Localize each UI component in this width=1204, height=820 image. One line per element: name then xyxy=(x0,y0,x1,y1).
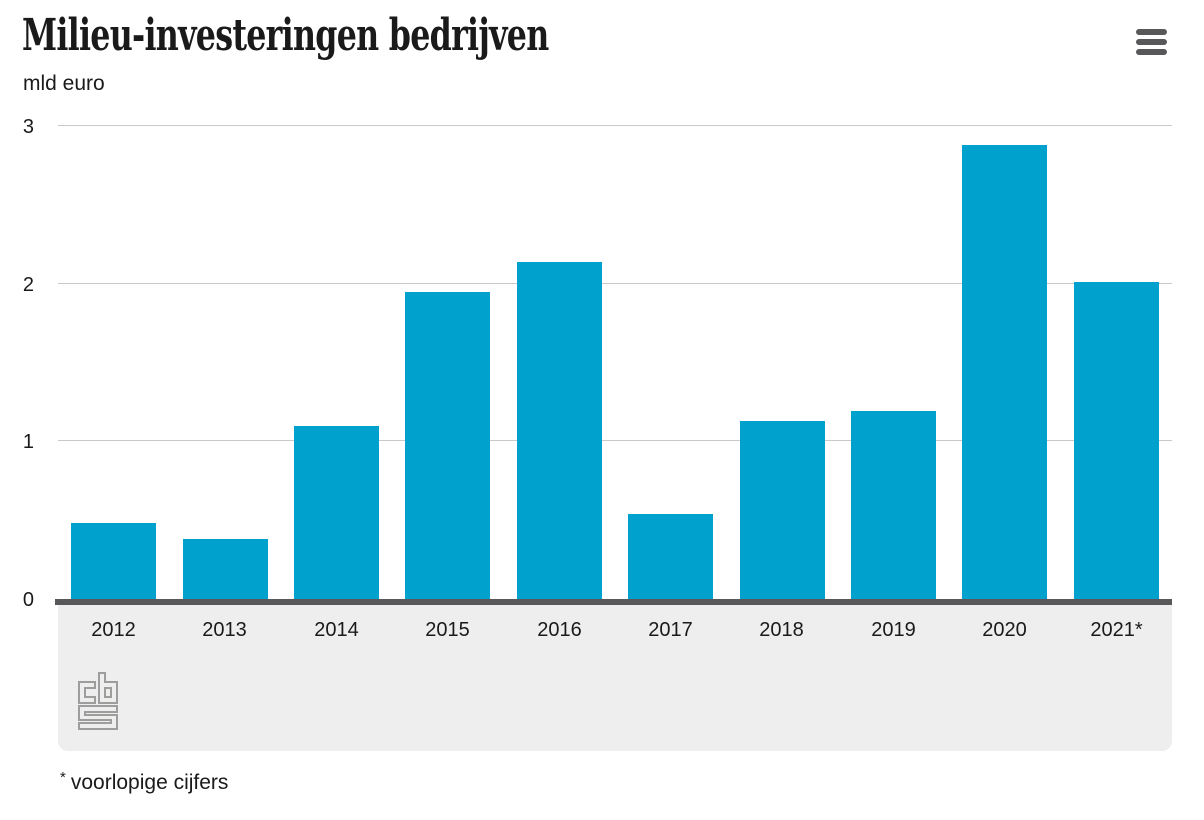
footnote-text: voorlopige cijfers xyxy=(70,771,229,794)
y-tick-label-1: 1 xyxy=(22,431,34,453)
bar-2016[interactable] xyxy=(517,262,602,599)
x-tick-label-2017: 2017 xyxy=(648,619,693,641)
x-tick-label-2019: 2019 xyxy=(871,619,916,641)
bar-2012[interactable] xyxy=(71,523,156,599)
footnote-asterisk: * xyxy=(60,769,66,786)
x-axis-baseline xyxy=(55,599,1172,605)
bar-2018[interactable] xyxy=(740,421,825,599)
cbs-logo xyxy=(78,672,118,730)
y-tick-label-2: 2 xyxy=(22,274,34,296)
bar-2019[interactable] xyxy=(851,411,936,599)
unit-label: mld euro xyxy=(23,72,105,95)
gridline-y-1 xyxy=(58,440,1172,441)
x-tick-label-2021: 2021* xyxy=(1090,619,1143,641)
bar-2020[interactable] xyxy=(962,145,1047,599)
bar-2017[interactable] xyxy=(628,514,713,599)
hamburger-icon[interactable] xyxy=(1136,29,1167,55)
x-tick-label-2013: 2013 xyxy=(202,619,247,641)
y-tick-label-3: 3 xyxy=(22,116,34,138)
x-tick-label-2020: 2020 xyxy=(982,619,1027,641)
bar-2021[interactable] xyxy=(1074,282,1159,599)
hamburger-bar xyxy=(1136,29,1167,35)
gridline-y-3 xyxy=(58,125,1172,126)
hamburger-bar xyxy=(1136,39,1167,45)
page-title: Milieu-investeringen bedrijven xyxy=(22,10,549,61)
x-tick-label-2012: 2012 xyxy=(91,619,136,641)
bar-2015[interactable] xyxy=(405,292,490,599)
x-tick-label-2014: 2014 xyxy=(314,619,359,641)
chart-footer-band xyxy=(58,605,1172,751)
hamburger-bar xyxy=(1136,49,1167,55)
gridline-y-2 xyxy=(58,283,1172,284)
x-tick-label-2018: 2018 xyxy=(759,619,804,641)
y-tick-label-0: 0 xyxy=(22,589,34,611)
x-tick-label-2015: 2015 xyxy=(425,619,470,641)
chart-footnote: * voorlopige cijfers xyxy=(60,769,228,795)
x-tick-label-2016: 2016 xyxy=(537,619,582,641)
bar-2014[interactable] xyxy=(294,426,379,599)
bar-2013[interactable] xyxy=(183,539,268,599)
